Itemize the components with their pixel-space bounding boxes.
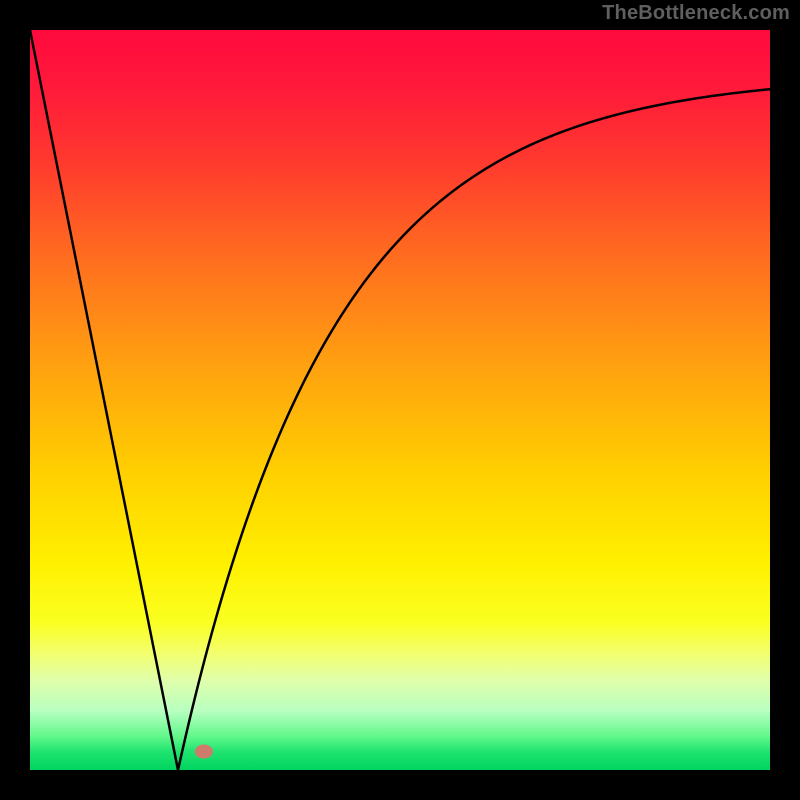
minimum-marker bbox=[195, 745, 213, 759]
chart-plot-area bbox=[30, 30, 770, 770]
watermark-text: TheBottleneck.com bbox=[602, 2, 790, 25]
bottleneck-chart bbox=[0, 0, 800, 800]
chart-container: TheBottleneck.com bbox=[0, 0, 800, 800]
